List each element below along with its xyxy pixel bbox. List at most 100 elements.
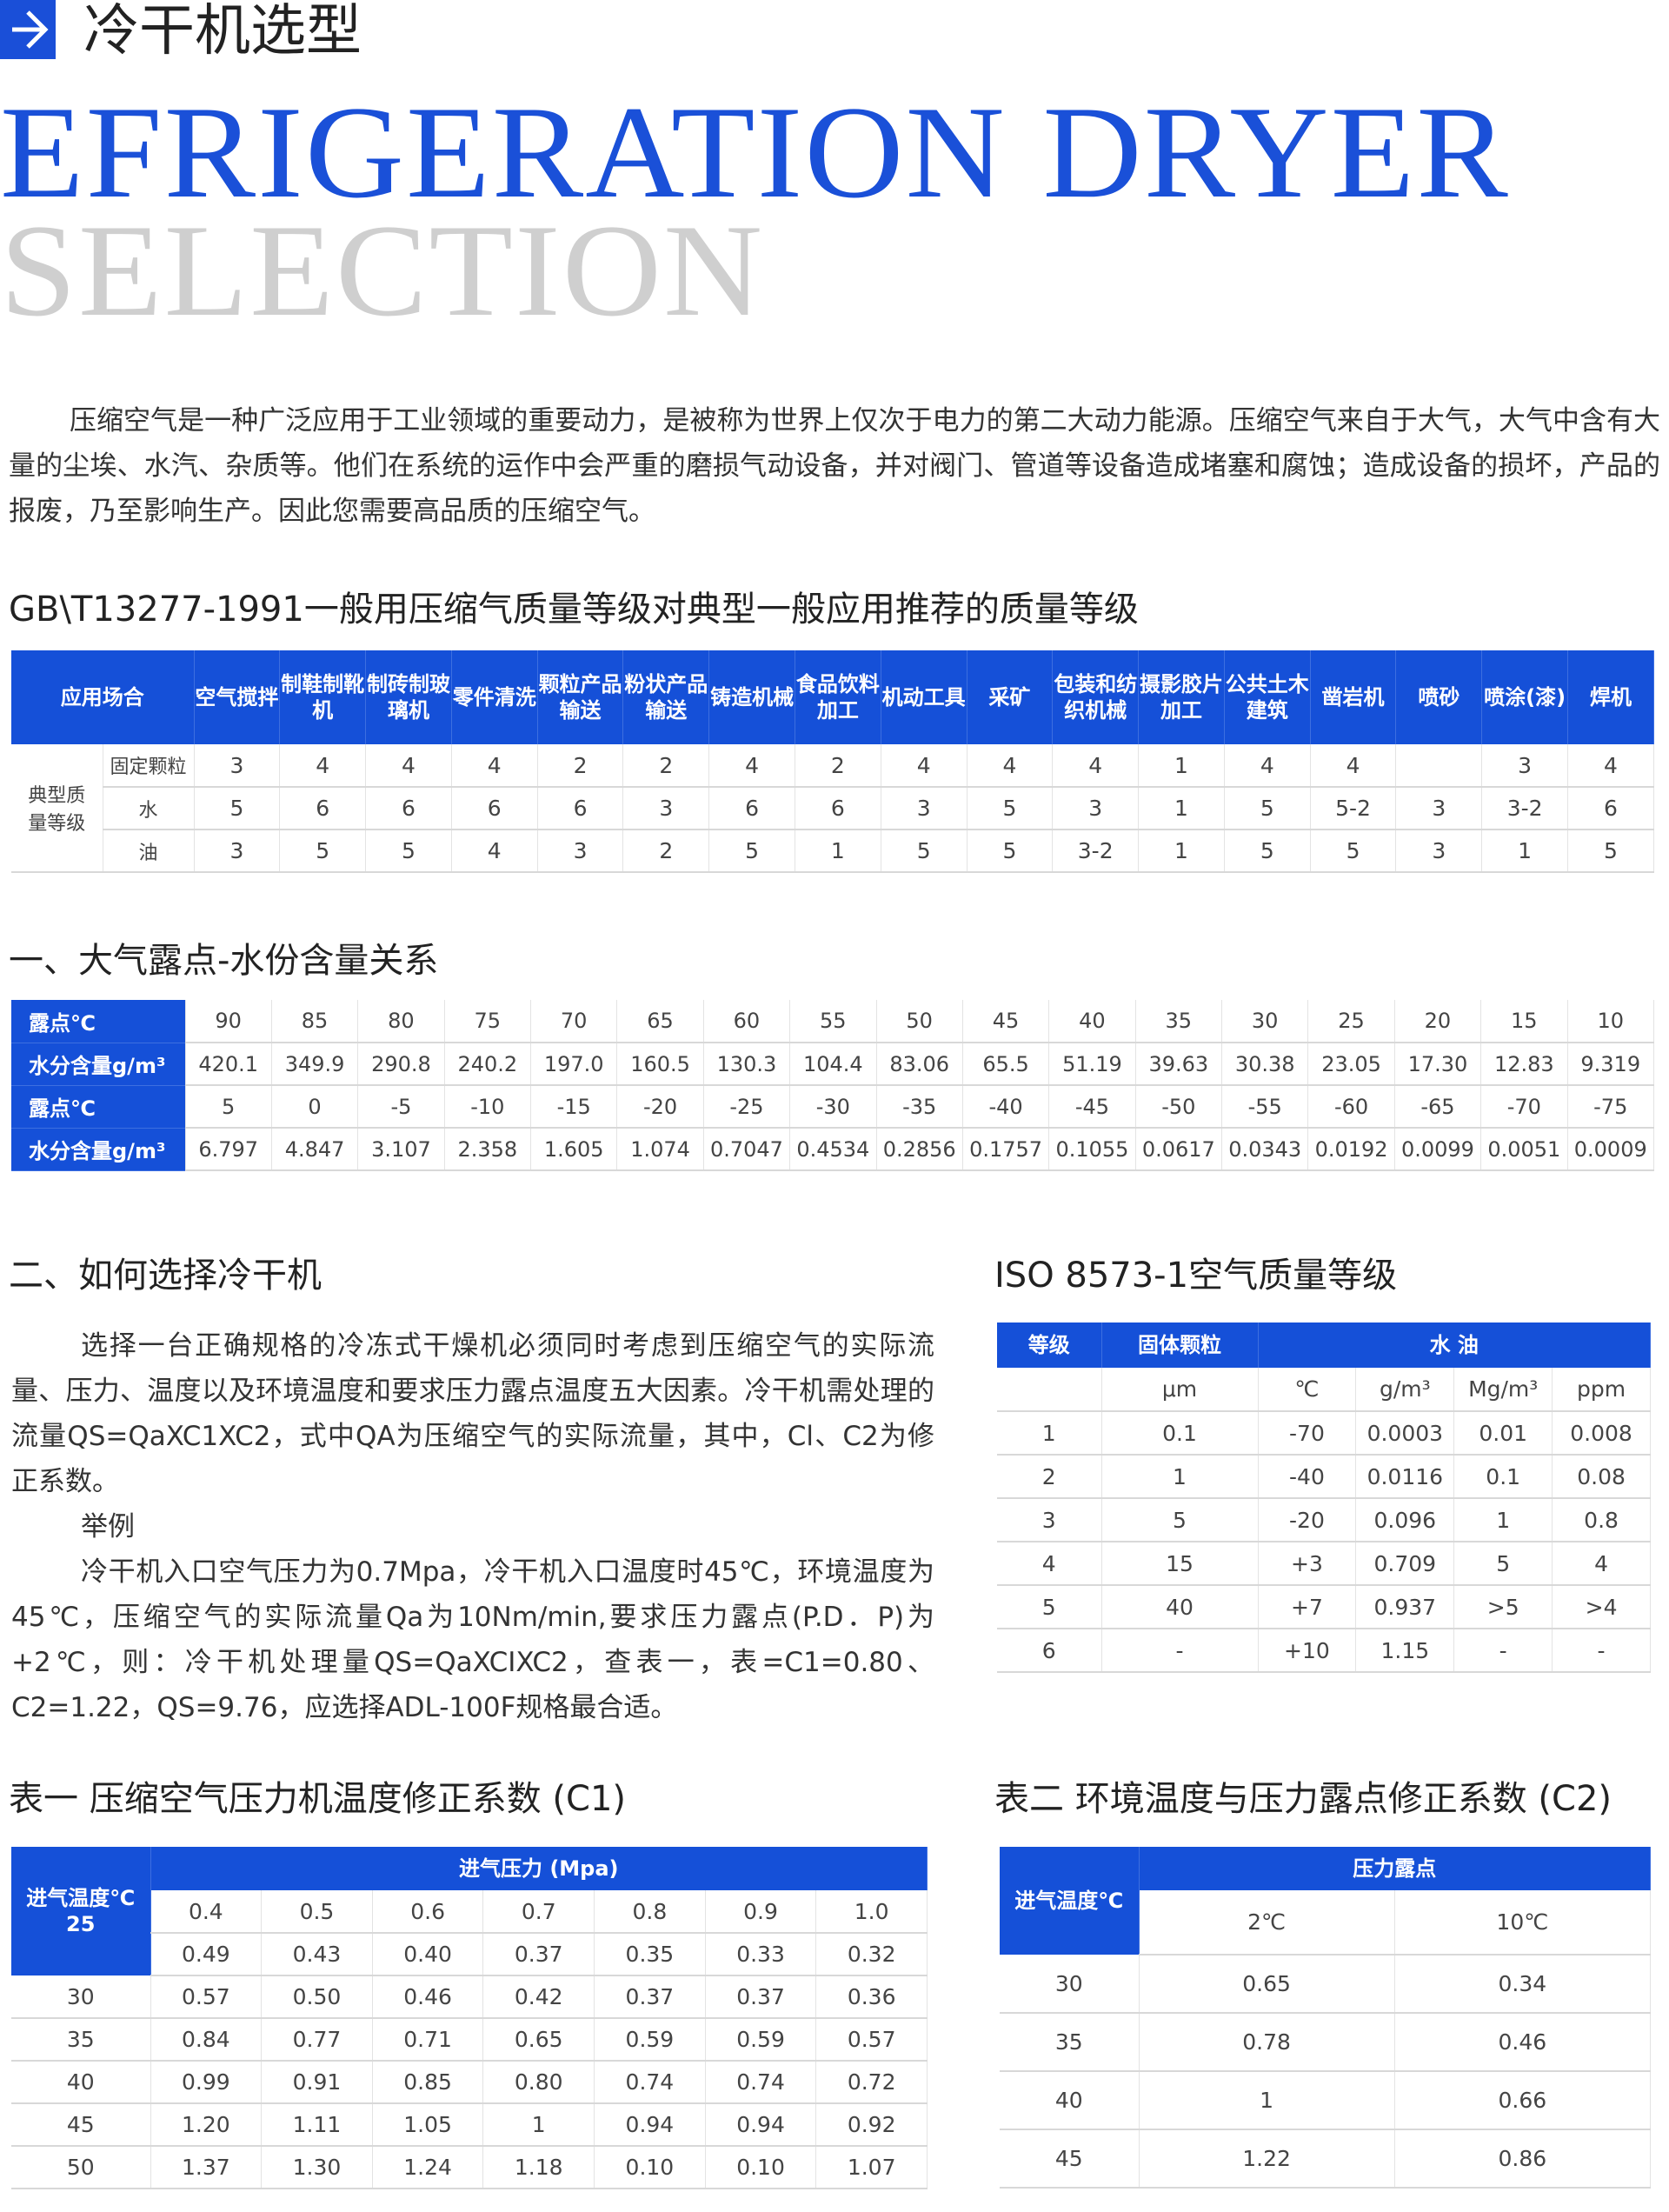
table-cell: +3 [1258, 1542, 1357, 1586]
table-cell: 4 [997, 1542, 1102, 1586]
example-paragraph: 冷干机入口空气压力为0.7Mpa，冷干机入口温度时45℃，环境温度为45℃，压缩… [11, 1556, 934, 1723]
intro-paragraph: 压缩空气是一种广泛应用于工业领域的重要动力，是被称为世界上仅次于电力的第二大动力… [9, 405, 1660, 527]
table-cell: 0.0116 [1355, 1455, 1455, 1499]
unit-cell: g/m³ [1355, 1368, 1455, 1412]
table-cell: 3 [537, 830, 624, 873]
table-cell: - [1552, 1629, 1651, 1673]
table-cell: 0.66 [1394, 2071, 1652, 2130]
table-cell: 65.5 [962, 1043, 1050, 1086]
table-cell: 30.38 [1221, 1043, 1309, 1086]
table-cell: 0.35 [594, 1933, 706, 1976]
table-cell: 2 [622, 744, 710, 788]
table-cell: 5 [967, 830, 1054, 873]
table-cell: 3 [1481, 744, 1568, 788]
column-header: 焊机 [1567, 650, 1654, 744]
table-cell: 3 [1395, 787, 1483, 830]
column-header: 零件清洗 [451, 650, 538, 744]
table-row: 40 0.99 0.91 0.85 0.80 0.74 0.74 0.72 [11, 2061, 928, 2104]
table-cell: -30 [789, 1085, 877, 1129]
table-cell: 0.46 [372, 1975, 484, 2019]
table-cell: 0.10 [594, 2146, 706, 2189]
table-cell: 6 [997, 1629, 1102, 1673]
table-cell: 4 [1224, 744, 1311, 788]
table-cell: 90 [185, 1000, 272, 1043]
table-cell: >5 [1453, 1585, 1553, 1629]
table-cell: 1 [1481, 830, 1568, 873]
row-label: 固定颗粒 [103, 744, 195, 788]
table-cell: 4.847 [271, 1128, 359, 1171]
row-label: 30 [1000, 1955, 1140, 2014]
table-cell: 39.63 [1135, 1043, 1223, 1086]
table-cell: 0.937 [1355, 1585, 1455, 1629]
column-header: 喷涂(漆) [1481, 650, 1568, 744]
unit-cell: ℃ [1258, 1368, 1357, 1412]
table-row: 0.4 0.5 0.6 0.7 0.8 0.9 1.0 [11, 1890, 928, 1934]
column-header: 凿岩机 [1310, 650, 1397, 744]
table-cell: 3-2 [1481, 787, 1568, 830]
table-row: 等级 固体颗粒水 油 [997, 1323, 1651, 1368]
table-cell: 75 [444, 1000, 532, 1043]
table-cell: 0.78 [1139, 2013, 1395, 2072]
table-row: 2 1 -40 0.0116 0.1 0.08 [997, 1455, 1651, 1499]
table-cell: 0.008 [1552, 1411, 1651, 1456]
column-header: 公共土木建筑 [1224, 650, 1311, 744]
table-cell: 1.074 [616, 1128, 704, 1171]
table-cell: 55 [789, 1000, 877, 1043]
table-cell: 1.15 [1355, 1629, 1455, 1673]
example-label: 举例 [81, 1511, 135, 1542]
table-cell: 0.84 [150, 2018, 263, 2062]
column-header: 采矿 [967, 650, 1054, 744]
table-cell: 3 [1395, 830, 1483, 873]
table-cell: 0.59 [594, 2018, 706, 2062]
table-cell: 0.0192 [1307, 1128, 1395, 1171]
table-cell: 5 [1224, 830, 1311, 873]
table-cell: 0.49 [150, 1933, 263, 1976]
table-cell: 6 [537, 787, 624, 830]
table-cell: 0.1 [1101, 1411, 1259, 1456]
column-header: 喷砂 [1395, 650, 1483, 744]
table-cell: 1 [997, 1411, 1102, 1456]
table-cell: 10 [1567, 1000, 1654, 1043]
table-cell: 0.80 [482, 2061, 595, 2104]
table-cell: 0.0343 [1221, 1128, 1309, 1171]
table-row: 进气温度℃ 压力露点 [1000, 1847, 1651, 1955]
table-cell: 0.99 [150, 2061, 263, 2104]
unit-cell: ppm [1552, 1368, 1651, 1412]
c2-correction-table: 进气温度℃ 压力露点 2℃ 10℃ 30 0.65 0.34 35 0.78 0.46 40 1 0.6… [1000, 1847, 1652, 2189]
table-cell: 1.24 [372, 2146, 484, 2189]
column-header: 应用场合 [11, 650, 195, 744]
table-cell: 5 [194, 787, 281, 830]
arrow-right-icon [0, 0, 56, 59]
table-cell: 0.57 [150, 1975, 263, 2019]
table-row: 30 0.65 0.34 [1000, 1955, 1652, 2014]
column-header: 制砖制玻璃机 [365, 650, 452, 744]
row-label: 40 [1000, 2071, 1140, 2130]
table-row: 水分含量g/m³ 6.797 4.847 3.107 2.358 1.605 1.074 0.… [11, 1128, 1654, 1171]
table-cell: 5 [365, 830, 452, 873]
dewpoint-water-table: 露点℃ 90 85 80 75 70 65 60 55 50 45 40 35 30 25 20 15 10 水分含… [11, 1000, 1654, 1171]
table-cell: 35 [1135, 1000, 1223, 1043]
table-cell: 65 [616, 1000, 704, 1043]
table-cell: 130.3 [703, 1043, 791, 1086]
table-cell: 5 [967, 787, 1054, 830]
column-header: 铸造机械 [708, 650, 795, 744]
table-cell: 6 [795, 787, 881, 830]
c1-table-title: 表一 压缩空气压力机温度修正系数 (C1) [9, 1779, 627, 1819]
table-cell: 0.65 [482, 2018, 595, 2062]
table-cell: -20 [616, 1085, 704, 1129]
table-cell: 6 [1567, 787, 1654, 830]
table-cell: 0 [271, 1085, 359, 1129]
table-cell: 2 [537, 744, 624, 788]
table-cell: -10 [444, 1085, 532, 1129]
table-cell: 0.1757 [962, 1128, 1050, 1171]
selection-paragraph: 选择一台正确规格的冷冻式干燥机必须同时考虑到压缩空气的实际流量、压力、温度以及环… [11, 1330, 934, 1497]
table-cell: - [1453, 1629, 1553, 1673]
table-cell: 51.19 [1048, 1043, 1136, 1086]
table-cell: 5 [185, 1085, 272, 1129]
iso-quality-table: 等级 固体颗粒水 油 μm ℃ g/m³ Mg/m³ ppm 1 0.1 -70 0.0003 0.0… [997, 1323, 1651, 1673]
table-cell: 1 [482, 2103, 595, 2147]
group-header: 压力露点 [1139, 1847, 1651, 1890]
unit-cell [997, 1368, 1102, 1412]
table-row: 3 5 -20 0.096 1 0.8 [997, 1498, 1651, 1542]
pressure-header: 1.0 [815, 1890, 928, 1934]
